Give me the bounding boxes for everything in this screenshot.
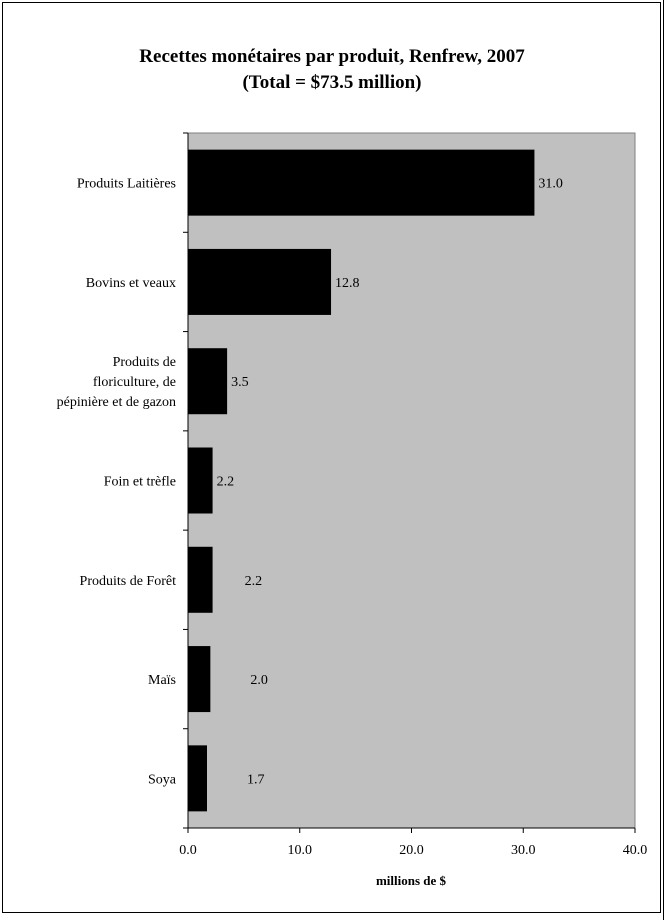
frame-edge-line xyxy=(663,0,664,920)
data-label: 1.7 xyxy=(247,772,265,787)
x-axis: 0.0 10.0 20.0 30.0 40.0 xyxy=(179,132,648,858)
data-label: 2.2 xyxy=(217,475,235,490)
chart-subtitle: (Total = $73.5 million) xyxy=(242,72,421,93)
category-label: Foin et trèfle xyxy=(104,475,176,490)
bar xyxy=(188,646,211,713)
x-tick-label: 20.0 xyxy=(399,843,424,858)
category-labels: Produits Laitières Bovins et veaux Produit… xyxy=(57,177,177,788)
bar xyxy=(188,546,213,613)
data-labels: 31.0 12.8 3.5 2.2 2.2 2.0 1.7 xyxy=(217,177,563,788)
category-label: Produits Laitières xyxy=(77,177,176,192)
category-label: Bovins et veaux xyxy=(86,276,176,291)
x-tick-label: 0.0 xyxy=(179,843,197,858)
category-label: Produits de floriculture, de pépinière et … xyxy=(57,355,176,410)
category-label: Maïs xyxy=(148,673,176,688)
chart-title: Recettes monétaires par produit, Renfrew… xyxy=(139,46,525,67)
data-label: 31.0 xyxy=(538,177,563,192)
bars-group xyxy=(188,149,535,812)
category-label: Produits de Forêt xyxy=(80,574,177,589)
plot-area xyxy=(187,132,636,829)
x-tick-label: 10.0 xyxy=(288,843,313,858)
bar xyxy=(188,248,332,315)
data-label: 2.2 xyxy=(245,574,263,589)
bar xyxy=(188,348,228,415)
bar xyxy=(188,447,213,514)
x-tick-label: 30.0 xyxy=(511,843,536,858)
category-label: Soya xyxy=(148,772,177,787)
data-label: 3.5 xyxy=(231,375,249,390)
bar xyxy=(188,149,535,216)
x-tick-label: 40.0 xyxy=(623,843,648,858)
x-axis-label: millions de $ xyxy=(376,873,447,888)
bar xyxy=(188,745,207,812)
data-label: 2.0 xyxy=(250,673,268,688)
data-label: 12.8 xyxy=(335,276,360,291)
